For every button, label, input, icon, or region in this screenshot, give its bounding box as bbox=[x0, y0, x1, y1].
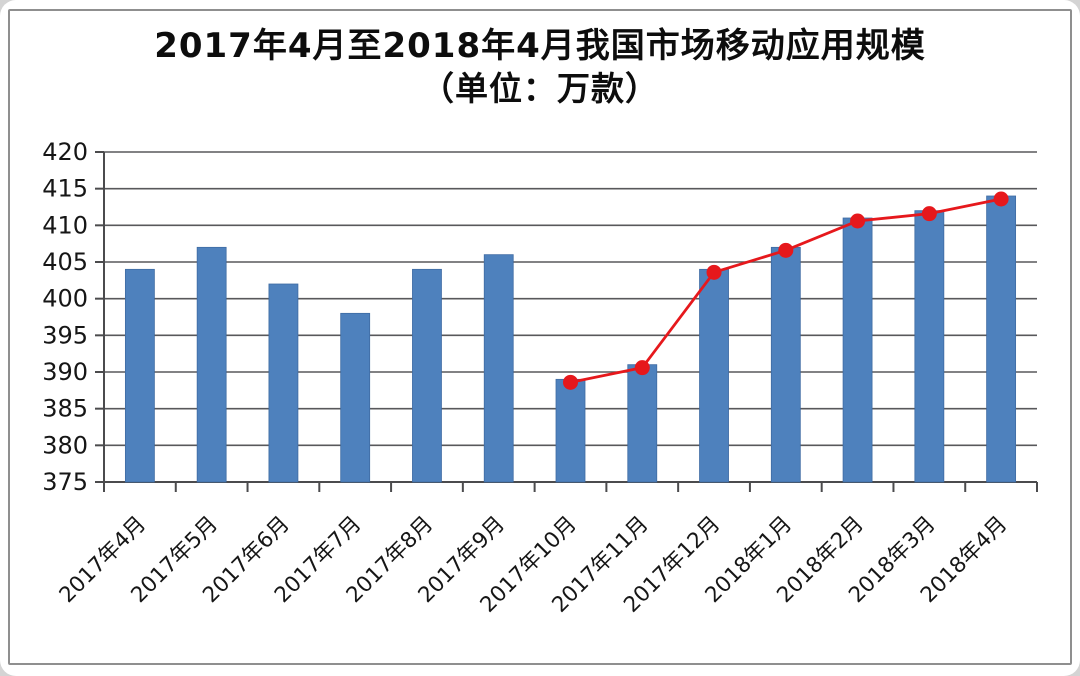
y-tick-label: 400 bbox=[42, 285, 88, 313]
bar bbox=[268, 283, 299, 483]
data-point-marker bbox=[563, 374, 578, 390]
y-tick-label: 410 bbox=[42, 211, 88, 239]
data-point-marker bbox=[634, 360, 650, 376]
bar bbox=[196, 246, 227, 483]
bar bbox=[483, 254, 514, 483]
data-point-marker bbox=[778, 242, 794, 258]
data-point-marker bbox=[706, 264, 722, 280]
bar bbox=[124, 268, 155, 483]
bar bbox=[986, 195, 1017, 483]
bar bbox=[627, 364, 658, 483]
chart-subtitle: （单位：万款） bbox=[421, 69, 659, 108]
y-tick-label: 405 bbox=[42, 248, 88, 276]
y-tick-label: 390 bbox=[42, 358, 88, 386]
y-tick-label: 420 bbox=[42, 138, 88, 166]
bar bbox=[770, 246, 801, 483]
bar bbox=[842, 217, 873, 483]
title-block: 2017年4月至2018年4月我国市场移动应用规模 （单位：万款） bbox=[0, 24, 1080, 110]
data-point-marker bbox=[921, 206, 937, 222]
bar bbox=[555, 378, 586, 483]
y-tick-label: 385 bbox=[42, 395, 88, 423]
data-point-marker bbox=[850, 213, 866, 229]
y-tick-label: 415 bbox=[42, 175, 88, 203]
y-tick-label: 380 bbox=[42, 431, 88, 459]
bar bbox=[412, 268, 442, 483]
y-tick-label: 375 bbox=[42, 468, 88, 496]
bar bbox=[699, 268, 729, 483]
bar bbox=[914, 210, 945, 483]
y-tick-label: 395 bbox=[42, 321, 88, 349]
bar bbox=[340, 312, 371, 483]
chart-title: 2017年4月至2018年4月我国市场移动应用规模 bbox=[154, 26, 926, 66]
data-point-marker bbox=[993, 191, 1009, 207]
